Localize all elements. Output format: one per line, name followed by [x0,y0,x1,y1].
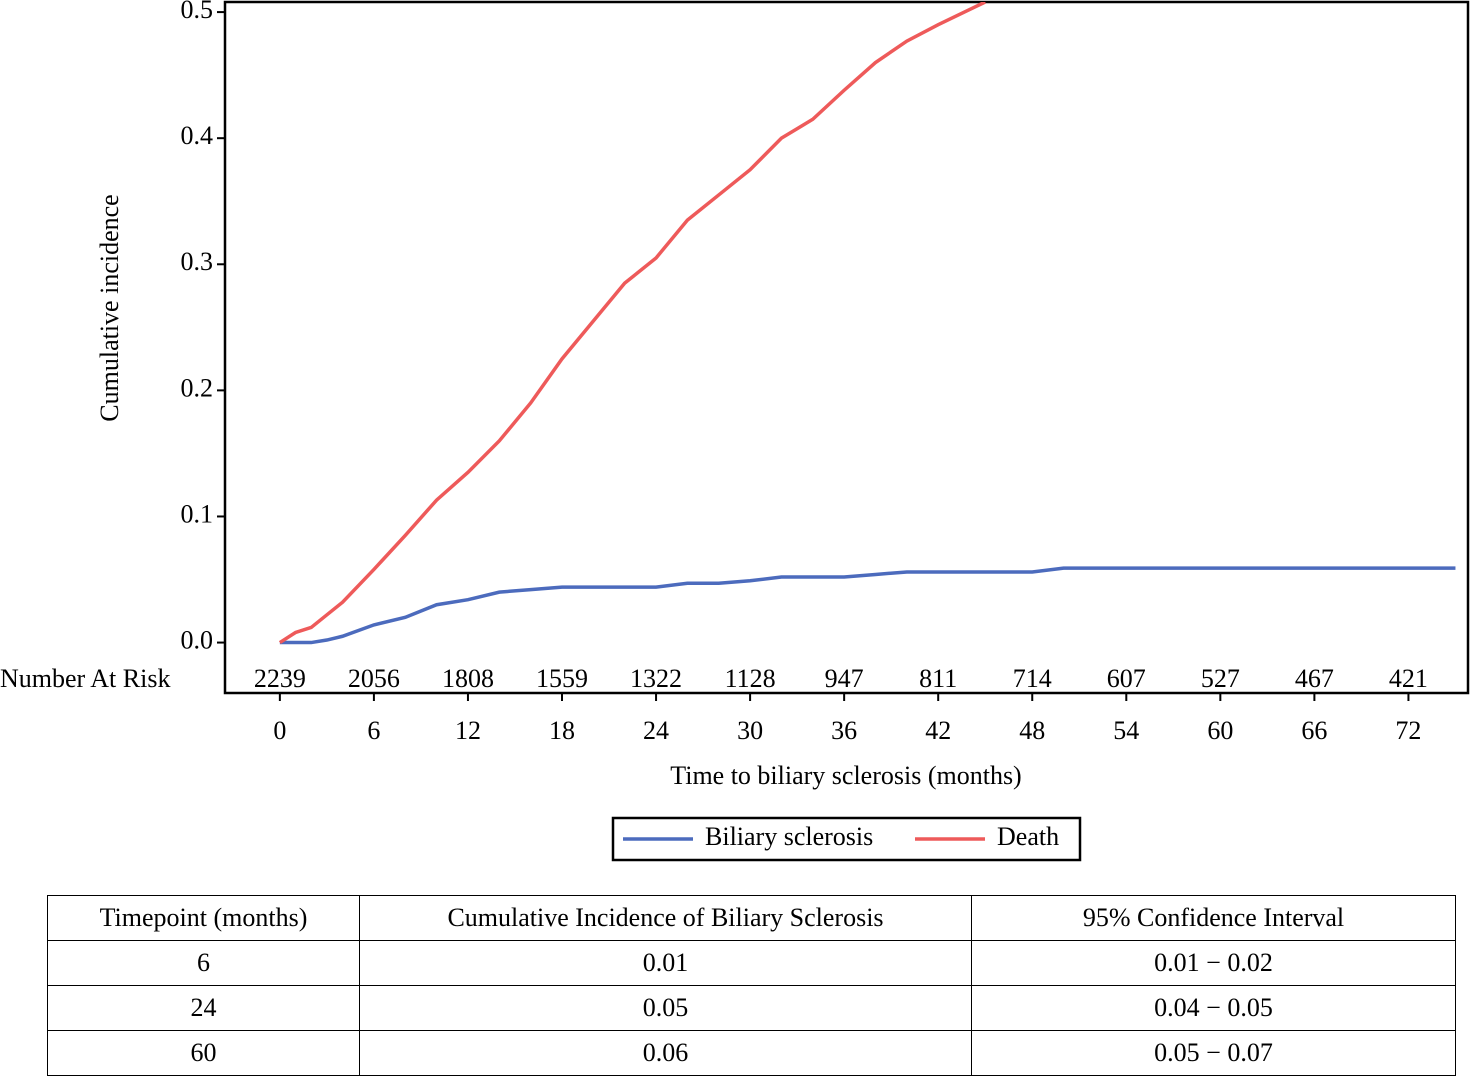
x-tick-label: 6 [367,716,380,745]
table-row: 24 0.05 0.04 − 0.05 [47,985,1456,1031]
table-cell: 0.01 − 0.02 [971,940,1456,986]
at-risk-count: 2056 [348,664,400,693]
at-risk-label: Number At Risk [0,664,170,693]
at-risk-count: 421 [1389,664,1428,693]
x-tick-label: 0 [273,716,286,745]
table-cell: Cumulative Incidence of Biliary Sclerosi… [359,895,972,941]
table-body: Timepoint (months) Cumulative Incidence o… [47,895,1456,1076]
x-tick-label: 36 [831,716,857,745]
table-row: 60 0.06 0.05 − 0.07 [47,1030,1456,1076]
series-line [278,2,986,645]
y-tick-label: 0.2 [181,373,214,402]
at-risk-count: 1322 [630,664,682,693]
at-risk-count: 467 [1295,664,1334,693]
y-tick-label: 0.4 [181,121,214,150]
table-header: Timepoint (months) Cumulative Incidence o… [47,895,1456,941]
x-tick-label: 60 [1207,716,1233,745]
table-cell: 0.05 [359,985,972,1031]
chart: Cumulative incidence Time to biliary scl… [0,0,1470,862]
at-risk-count: 811 [919,664,957,693]
table-cell: 0.06 [359,1030,972,1076]
summary-table: Timepoint (months) Cumulative Incidence o… [47,895,1456,1076]
x-tick-label: 24 [643,716,669,745]
at-risk-count: 607 [1107,664,1146,693]
at-risk-count: 714 [1013,664,1052,693]
x-tick-label: 12 [455,716,481,745]
table-row: 6 0.01 0.01 − 0.02 [47,940,1456,986]
table-cell: 6 [47,940,360,986]
y-tick-label: 0.5 [181,0,214,24]
table-cell: 0.04 − 0.05 [971,985,1456,1031]
x-tick-label: 30 [737,716,763,745]
at-risk-count: 1128 [725,664,776,693]
at-risk-count: 947 [825,664,864,693]
at-risk-count: 1808 [442,664,494,693]
at-risk-count: 527 [1201,664,1240,693]
x-tick-label: 66 [1301,716,1327,745]
x-tick-label: 72 [1395,716,1421,745]
y-tick-label: 0.1 [181,499,214,528]
x-tick-label: 54 [1113,716,1139,745]
at-risk-count: 2239 [254,664,306,693]
x-tick-label: 18 [549,716,575,745]
y-tick-label: 0.0 [181,626,214,655]
plot-frame [223,0,1470,695]
y-tick-label: 0.3 [181,247,214,276]
table-cell: 95% Confidence Interval [971,895,1456,941]
x-axis-label: Time to biliary sclerosis (months) [670,761,1021,790]
at-risk-count: 1559 [536,664,588,693]
series-line [279,566,1456,645]
x-tick-label: 48 [1019,716,1045,745]
legend-label: Death [997,822,1059,851]
x-tick-label: 42 [925,716,951,745]
y-axis-label: Cumulative incidence [95,194,124,421]
table-cell: 0.01 [359,940,972,986]
table-cell: 0.05 − 0.07 [971,1030,1456,1076]
table-cell: 60 [47,1030,360,1076]
table-cell: Timepoint (months) [47,895,360,941]
legend-label: Biliary sclerosis [705,822,873,851]
table-cell: 24 [47,985,360,1031]
